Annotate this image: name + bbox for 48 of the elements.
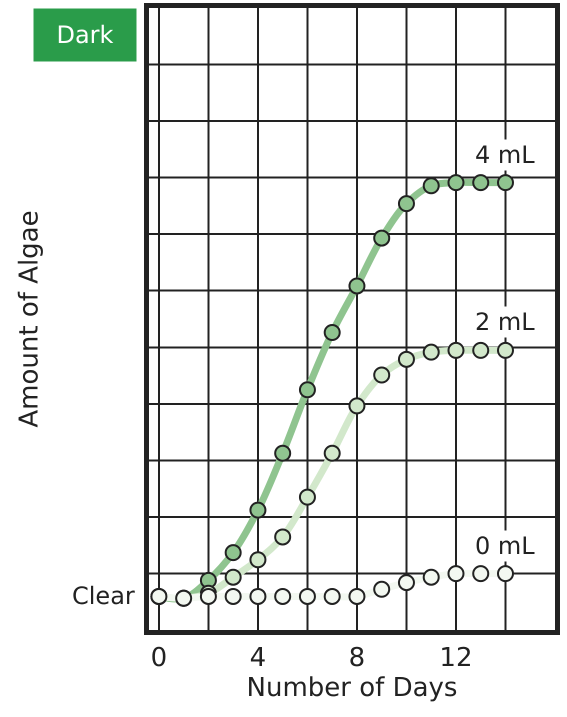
x-axis-title: Number of Days — [246, 673, 458, 704]
point — [447, 342, 464, 359]
point — [447, 174, 464, 192]
point — [224, 588, 242, 605]
point — [200, 588, 217, 605]
x-tick-label: 8 — [348, 643, 366, 674]
point — [472, 174, 490, 192]
point — [298, 588, 316, 605]
point — [249, 551, 266, 568]
y-axis-title: Amount of Algae — [14, 210, 44, 428]
point — [348, 397, 366, 414]
point — [324, 324, 341, 341]
point — [373, 580, 390, 598]
point — [324, 444, 341, 462]
point — [274, 588, 292, 605]
point — [324, 588, 341, 605]
point — [472, 342, 490, 359]
x-tick-label: 4 — [250, 643, 266, 674]
point — [249, 588, 266, 605]
point — [373, 366, 390, 384]
text: Dark — [56, 21, 114, 49]
point — [496, 565, 514, 582]
point — [348, 277, 366, 294]
point — [298, 488, 316, 506]
point — [398, 195, 415, 212]
x-tick-label: 12 — [439, 643, 473, 674]
point — [373, 230, 390, 247]
point — [422, 568, 440, 586]
point — [274, 528, 292, 546]
point — [249, 502, 266, 519]
series-label: 0 mL — [475, 532, 536, 560]
point — [298, 381, 316, 398]
text: Clear — [72, 582, 135, 610]
point — [447, 565, 464, 582]
point — [496, 342, 514, 359]
point — [422, 344, 440, 361]
x-tick-label: 0 — [150, 643, 168, 674]
point — [274, 444, 292, 462]
point — [348, 588, 366, 605]
series-label: 4 mL — [475, 141, 536, 169]
point — [496, 174, 514, 192]
point — [472, 565, 490, 582]
point — [398, 574, 415, 592]
point — [398, 350, 415, 368]
point — [224, 568, 242, 586]
point — [422, 177, 440, 194]
point — [224, 544, 242, 562]
series-label: 2 mL — [475, 308, 536, 336]
